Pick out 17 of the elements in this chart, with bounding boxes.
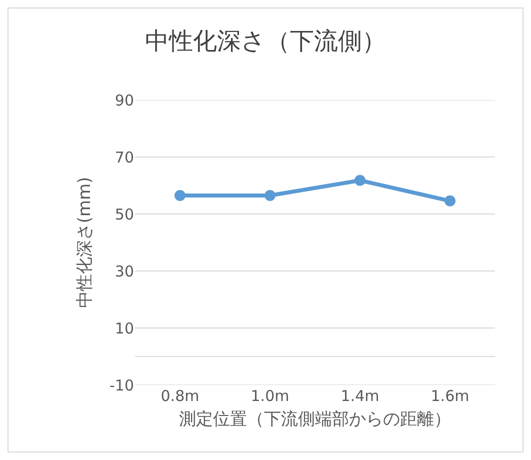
x-tick-label: 0.8m [160,387,200,405]
x-tick-label: 1.0m [250,387,290,405]
y-tick-label: 90 [114,91,134,110]
y-tick-label: 70 [114,148,134,166]
point [354,174,366,186]
point [444,195,456,206]
x-tick-label: 1.4m [340,387,380,405]
point [174,190,186,201]
y-tick-label: 10 [114,319,134,338]
y-tick-label: 30 [114,262,134,280]
x-tick-label: 1.6m [430,387,470,405]
y-tick-label: 50 [114,205,134,224]
point [264,190,276,201]
y-axis-title: 中性化深さ(mm) [75,176,96,308]
x-axis-title: 測定位置（下流側端部からの距離） [179,409,451,430]
y-tick-label: -10 [110,376,134,394]
chart-title: 中性化深さ（下流側） [145,27,386,55]
